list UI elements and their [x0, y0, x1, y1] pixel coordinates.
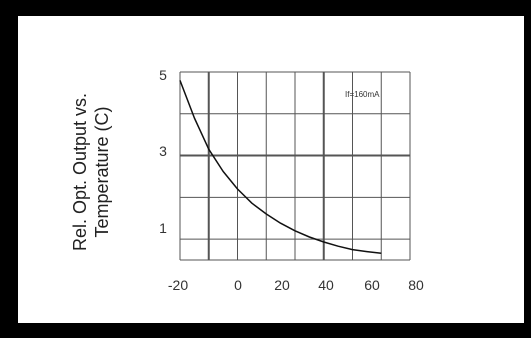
chart-panel	[18, 16, 524, 323]
y-axis-ticks: 1 3 5	[159, 67, 167, 236]
right-edge	[526, 0, 531, 338]
chart-annotation: If=160mA	[345, 90, 380, 99]
x-tick-label: 80	[408, 277, 424, 293]
y-tick-label: 5	[159, 67, 167, 83]
y-axis-label-line-1: Rel. Opt. Output vs.	[70, 93, 90, 251]
x-tick-label: 0	[234, 277, 242, 293]
x-tick-label: 60	[364, 277, 380, 293]
chart-curve-layer	[179, 80, 382, 255]
x-tick-label: 20	[274, 277, 290, 293]
x-tick-label: 40	[318, 277, 334, 293]
y-axis-label: Rel. Opt. Output vs. Temperature (C)	[70, 93, 112, 251]
y-tick-label: 1	[159, 220, 167, 236]
series-line	[179, 80, 382, 255]
y-tick-label: 3	[159, 143, 167, 159]
y-axis-label-line-2: Temperature (C)	[92, 106, 112, 237]
x-tick-label: -20	[168, 277, 188, 293]
x-axis-ticks: -20 0 20 40 60 80	[168, 277, 424, 293]
chart-grid	[179, 71, 411, 261]
